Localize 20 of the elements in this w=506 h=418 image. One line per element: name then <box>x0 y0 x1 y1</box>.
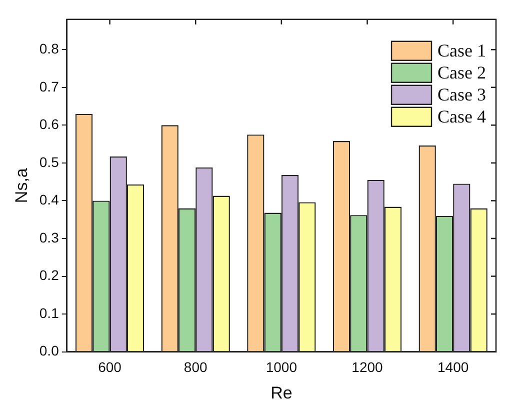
y-tick-label: 0.6 <box>39 116 60 132</box>
x-tick-label: 800 <box>184 359 208 376</box>
legend-label: Case 4 <box>438 106 486 127</box>
y-tick-label: 0.0 <box>39 342 60 359</box>
y-tick-label: 0.2 <box>39 267 60 284</box>
x-tick-label: 600 <box>98 359 122 376</box>
legend-label: Case 2 <box>438 62 486 83</box>
legend-label: Case 1 <box>438 40 486 61</box>
x-tick-label: 1000 <box>266 359 298 376</box>
y-tick-label: 0.1 <box>39 304 60 321</box>
y-tick-label: 0.7 <box>39 78 60 94</box>
x-tick-label: 1400 <box>438 359 469 376</box>
y-tick-label: 0.3 <box>39 229 60 246</box>
y-axis-title: Ns,a <box>12 168 31 204</box>
y-tick-label: 0.8 <box>39 40 60 56</box>
legend-label: Case 3 <box>438 84 486 105</box>
y-tick-label: 0.5 <box>39 154 60 170</box>
x-tick-label: 1200 <box>352 359 384 376</box>
x-axis-title: Re <box>270 383 292 402</box>
y-tick-label: 0.4 <box>39 192 60 208</box>
